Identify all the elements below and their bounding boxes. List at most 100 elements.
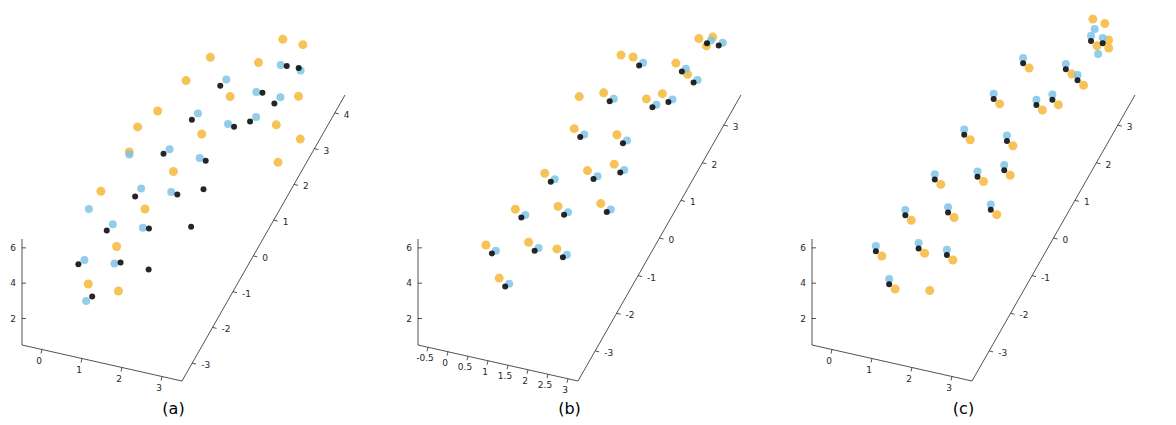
y-tick <box>233 292 237 293</box>
point <box>540 169 549 178</box>
point <box>570 124 579 133</box>
point <box>139 224 147 232</box>
x-tick <box>467 356 468 360</box>
z-tick <box>812 247 816 248</box>
point <box>966 135 975 144</box>
point <box>132 193 138 199</box>
point <box>231 124 237 130</box>
point <box>252 88 260 96</box>
y-tick-label: 0 <box>262 253 268 263</box>
point <box>596 199 605 208</box>
y-tick-label: -2 <box>222 324 231 334</box>
point <box>936 180 945 189</box>
z-tick <box>812 318 816 319</box>
z-tick <box>812 283 816 284</box>
x-tick <box>161 377 162 381</box>
y-tick <box>253 256 257 257</box>
point <box>1004 138 1010 144</box>
point <box>111 259 119 267</box>
y-tick-label: 2 <box>1105 160 1111 170</box>
point-cloud <box>873 38 1106 287</box>
point <box>560 254 566 260</box>
point <box>1038 105 1047 114</box>
point <box>583 166 592 175</box>
point <box>153 106 162 115</box>
z-tick <box>22 283 26 284</box>
panel: -0.500.511.522.53-3-2-10123246(b) <box>406 33 741 418</box>
point <box>188 224 194 230</box>
point <box>1033 102 1039 108</box>
x-tick <box>871 359 872 363</box>
y-tick <box>213 327 217 328</box>
x-tick-label: 1.5 <box>498 371 512 381</box>
z-tick-label: 6 <box>800 243 806 253</box>
plot-area <box>75 35 307 305</box>
point <box>161 151 167 157</box>
point <box>194 110 202 118</box>
y-tick-label: 0 <box>1063 235 1069 245</box>
point <box>481 241 490 250</box>
z-tick-label: 4 <box>406 278 412 288</box>
point <box>1088 15 1097 24</box>
point <box>1054 100 1063 109</box>
z-tick-label: 4 <box>800 278 806 288</box>
point <box>691 80 697 86</box>
point <box>992 210 1001 219</box>
point <box>114 287 123 296</box>
x-tick-label: 1 <box>76 365 82 375</box>
point <box>873 248 879 254</box>
point <box>1091 25 1099 33</box>
point <box>950 213 959 222</box>
x-tick-label: 1 <box>866 365 872 375</box>
y-tick <box>617 313 621 314</box>
point <box>75 261 81 267</box>
point <box>907 216 916 225</box>
x-tick-label: 1 <box>482 367 488 377</box>
point <box>82 297 90 305</box>
x-axis-line <box>418 345 578 381</box>
x-tick <box>911 368 912 372</box>
point <box>617 170 623 176</box>
y-tick <box>335 113 339 114</box>
point <box>577 134 583 140</box>
point <box>518 215 524 221</box>
z-tick-label: 4 <box>10 278 16 288</box>
point <box>561 212 567 218</box>
point <box>902 212 908 218</box>
y-tick <box>1032 276 1036 277</box>
axes: -0.500.511.522.53-3-2-10123246 <box>406 95 741 395</box>
point <box>146 226 152 232</box>
point <box>273 158 282 167</box>
point <box>118 260 124 266</box>
z-tick-label: 6 <box>10 243 16 253</box>
point <box>259 90 265 96</box>
point <box>886 281 892 287</box>
point <box>575 92 584 101</box>
point-cloud <box>877 15 1113 295</box>
point-cloud <box>492 37 727 288</box>
x-tick-label: -0.5 <box>416 353 434 363</box>
point <box>294 92 303 101</box>
y-tick-label: -3 <box>201 360 210 370</box>
panel: 0123-3-2-101234246(a) <box>10 35 350 418</box>
point <box>166 145 174 153</box>
point <box>532 248 538 254</box>
point <box>694 34 703 43</box>
point <box>945 210 951 216</box>
point <box>552 244 561 253</box>
x-tick-label: 2 <box>906 374 912 384</box>
point <box>612 130 621 139</box>
point <box>1094 50 1102 58</box>
z-tick <box>418 247 422 248</box>
point <box>1079 81 1088 90</box>
y-tick-label: 1 <box>283 217 289 227</box>
point <box>1008 141 1017 150</box>
point <box>222 76 230 84</box>
point <box>89 293 95 299</box>
point <box>125 151 133 159</box>
z-tick <box>22 247 26 248</box>
point <box>296 135 305 144</box>
y-axis-line <box>182 95 345 381</box>
point <box>169 167 178 176</box>
point <box>296 65 302 71</box>
